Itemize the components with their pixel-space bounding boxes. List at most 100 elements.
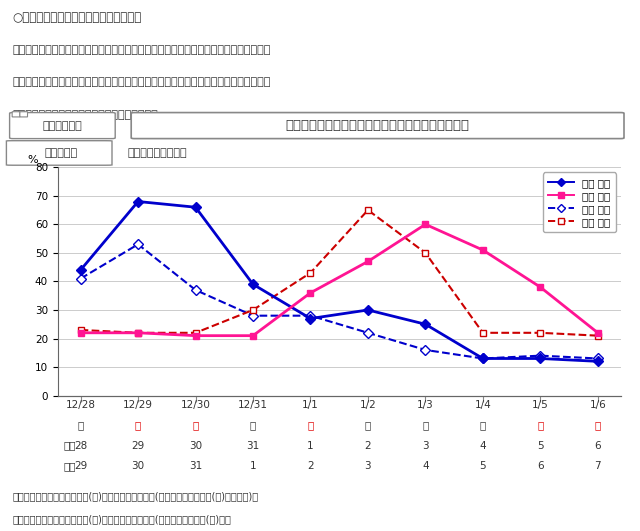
前年 下り [192, 287, 200, 293]
前年 下り [249, 312, 257, 319]
本年 下り [134, 199, 142, 205]
Text: 5: 5 [537, 441, 543, 450]
Text: 本年: 本年 [63, 441, 76, 450]
Text: ○　指定席予約状況（前年同曜日比較）: ○ 指定席予約状況（前年同曜日比較） [13, 11, 142, 24]
Text: 5: 5 [479, 461, 486, 470]
本年 上り [536, 284, 544, 290]
Text: 30: 30 [131, 461, 145, 470]
FancyBboxPatch shape [10, 113, 115, 139]
本年 上り [77, 330, 84, 336]
Text: 日: 日 [595, 421, 601, 430]
前年 上り [192, 330, 200, 336]
本年 上り [594, 330, 602, 336]
前年 下り [536, 353, 544, 359]
前年 下り [479, 355, 486, 362]
前年 下り [307, 312, 314, 319]
Text: 1/4: 1/4 [474, 400, 492, 410]
Text: 31: 31 [189, 461, 202, 470]
Text: 28: 28 [74, 441, 87, 450]
Text: 4: 4 [422, 461, 429, 470]
本年 下り [249, 281, 257, 287]
Y-axis label: %: % [27, 155, 38, 165]
前年 上り [594, 332, 602, 339]
本年 上り [364, 258, 372, 264]
前年 上り [422, 250, 429, 256]
Text: 6: 6 [537, 461, 543, 470]
本年 下り [536, 355, 544, 362]
Text: 2: 2 [365, 441, 371, 450]
Text: 7: 7 [595, 461, 601, 470]
FancyBboxPatch shape [131, 113, 624, 139]
Text: 29: 29 [131, 441, 145, 450]
前年 下り [422, 347, 429, 353]
Legend: 本年 下り, 本年 上り, 前年 下り, 前年 上り: 本年 下り, 本年 上り, 前年 下り, 前年 上り [543, 173, 616, 232]
FancyBboxPatch shape [12, 112, 20, 117]
Text: 《予約席数》　約　６１，１００席（対前年比：１０８％、約　４，４００席増）: 《予約席数》 約 ６１，１００席（対前年比：１０８％、約 ４，４００席増） [13, 45, 271, 55]
Text: 土: 土 [537, 421, 543, 430]
Text: 1/3: 1/3 [417, 400, 434, 410]
本年 下り [422, 321, 429, 328]
Text: 12/31: 12/31 [238, 400, 268, 410]
Text: 6: 6 [595, 441, 601, 450]
Text: 12/30: 12/30 [180, 400, 211, 410]
本年 下り [364, 307, 372, 313]
Text: 12/29: 12/29 [123, 400, 153, 410]
前年 上り [364, 207, 372, 213]
前年 上り [77, 327, 84, 333]
前年 上り [249, 307, 257, 313]
Text: 《提供席数》　約１８１，２００席（対前年比：１０３％、約　４，５００席増）: 《提供席数》 約１８１，２００席（対前年比：１０３％、約 ４，５００席増） [13, 78, 271, 88]
本年 下り [479, 355, 486, 362]
前年 上り [134, 330, 142, 336]
Text: 1: 1 [250, 461, 256, 470]
本年 上り [422, 221, 429, 227]
Text: 1/5: 1/5 [532, 400, 548, 410]
本年 上り [249, 332, 257, 339]
Text: 予約率状況: 予約率状況 [44, 148, 77, 158]
Text: 1: 1 [307, 441, 314, 450]
本年 上り [479, 247, 486, 253]
本年 上り [192, 332, 200, 339]
Text: 木: 木 [422, 421, 429, 430]
Text: 1/6: 1/6 [589, 400, 606, 410]
Line: 前年 上り: 前年 上り [77, 207, 602, 339]
Text: 土: 土 [135, 421, 141, 430]
本年 上り [307, 290, 314, 296]
FancyBboxPatch shape [20, 112, 28, 117]
Text: 2: 2 [307, 461, 314, 470]
前年 上り [479, 330, 486, 336]
Text: 1/1: 1/1 [302, 400, 319, 410]
Text: 1/2: 1/2 [360, 400, 376, 410]
前年 下り [364, 330, 372, 336]
Text: 30: 30 [189, 441, 202, 450]
Text: 3: 3 [365, 461, 371, 470]
本年 下り [192, 204, 200, 210]
前年 下り [594, 355, 602, 362]
前年 下り [77, 276, 84, 282]
Text: 金: 金 [77, 421, 84, 430]
前年 上り [536, 330, 544, 336]
Text: 月: 月 [250, 421, 256, 430]
Line: 前年 下り: 前年 下り [77, 241, 602, 362]
Text: 水: 水 [365, 421, 371, 430]
Text: 上りのピーク「　１月　３日(木)の予約率は約６１％(前年は１月　３日(水)の６: 上りのピーク「 １月 ３日(木)の予約率は約６１％(前年は１月 ３日(水)の６ [13, 514, 232, 524]
本年 下り [594, 358, 602, 364]
Text: 下り　１２月２９日（土）　上り　１月３日（木）: 下り １２月２９日（土） 上り １月３日（木） [285, 119, 470, 132]
Text: 31: 31 [246, 441, 260, 450]
本年 下り [77, 267, 84, 273]
Text: 4: 4 [479, 441, 486, 450]
Text: 3: 3 [422, 441, 429, 450]
Text: 予約のピーク: 予約のピーク [42, 121, 83, 131]
Text: 金: 金 [480, 421, 486, 430]
Text: 12/28: 12/28 [65, 400, 95, 410]
Text: 《　予約率　》　　３４％（前年：３２％）: 《 予約率 》 ３４％（前年：３２％） [13, 110, 159, 120]
Text: 下りのピーク「１２月２９日(土)の予約率は約６６％(前年は１２月２９日(金)の６８％)」: 下りのピーク「１２月２９日(土)の予約率は約６６％(前年は１２月２９日(金)の６… [13, 491, 259, 501]
Text: 前年: 前年 [63, 461, 76, 470]
本年 上り [134, 330, 142, 336]
Text: （前年同曜日比較）: （前年同曜日比較） [128, 148, 188, 158]
FancyBboxPatch shape [6, 141, 112, 165]
前年 下り [134, 241, 142, 247]
本年 下り [307, 315, 314, 322]
Text: 29: 29 [74, 461, 87, 470]
Text: 日: 日 [193, 421, 198, 430]
Line: 本年 下り: 本年 下り [77, 198, 602, 365]
